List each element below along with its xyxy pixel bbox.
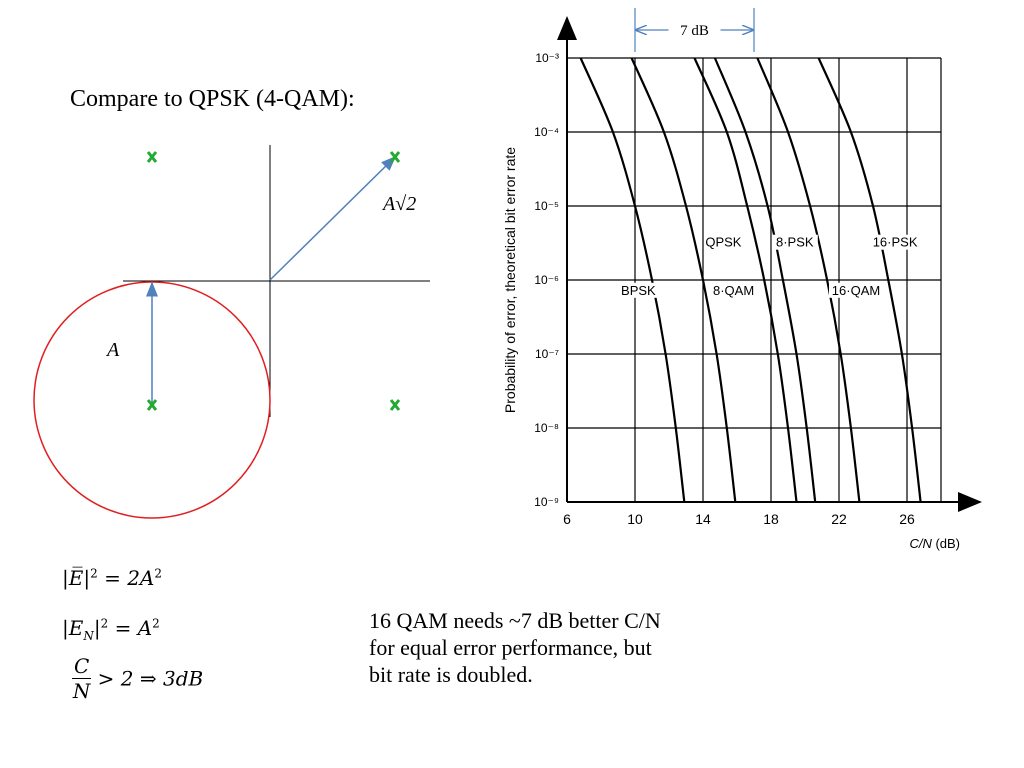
series-line-8-psk [713, 57, 817, 503]
eq2-exp: 2 [100, 616, 109, 631]
y-tick-label: 10⁻⁸ [534, 421, 559, 435]
eq2-sub: N [83, 629, 94, 643]
constellation-point [146, 151, 158, 163]
x-axis-label: C/N (dB) [909, 536, 960, 551]
constellation-point [389, 151, 401, 163]
x-tick-label: 26 [899, 511, 915, 527]
series-line-16-qam [756, 57, 861, 503]
series-label: BPSK [621, 283, 656, 298]
eq1-exp: 2 [90, 566, 98, 581]
series-label: 16·QAM [832, 283, 880, 298]
x-tick-label: 18 [763, 511, 779, 527]
caption: 16 QAM needs ~7 dB better C/N for equal … [369, 607, 729, 688]
series-label-bg [868, 234, 923, 250]
series-line-bpsk [579, 57, 686, 503]
series-line-qpsk [630, 57, 737, 503]
series-line-8-qam [693, 57, 798, 503]
eq2-rhs-exp: 2 [152, 616, 160, 631]
series-label-bg [771, 234, 818, 250]
series-label: 8·PSK [776, 235, 814, 250]
label-A-sqrt2: A√2 [381, 193, 416, 215]
equation-signal-energy: |E̅|2 = 2A2 [62, 566, 162, 590]
eq3-numerator: C [72, 654, 92, 679]
caption-line: for equal error performance, but [369, 635, 652, 660]
eq2-lhs: |E [62, 616, 84, 640]
y-axis-label: Probability of error, theoretical bit er… [502, 147, 518, 413]
annotation-label: 7 dB [680, 23, 709, 39]
series-label-bg [619, 282, 658, 298]
slide-title: Compare to QPSK (4-QAM): [70, 86, 355, 112]
series-label: QPSK [705, 235, 741, 250]
series-label-bg [829, 282, 883, 298]
series-label: 16·PSK [873, 235, 918, 250]
series-label: 8·QAM [713, 283, 754, 298]
x-tick-label: 6 [563, 511, 571, 527]
y-tick-label: 10⁻⁷ [535, 347, 559, 361]
y-tick-label: 10⁻⁹ [534, 495, 559, 509]
eq3-denominator: N [72, 679, 91, 703]
amplitude-arrow-A-sqrt2 [269, 155, 397, 281]
constellation-point [389, 399, 401, 411]
eq3-rhs: > 2 ⇒ 3dB [97, 666, 204, 691]
series-label-bg [704, 234, 743, 250]
y-tick-label: 10⁻⁴ [534, 125, 559, 139]
eq1-lhs: |E̅| [62, 566, 91, 590]
equation-noise-energy: |EN|2 = A2 [62, 616, 160, 643]
y-tick-label: 10⁻⁶ [534, 273, 559, 287]
constellation-point [146, 399, 158, 411]
label-A: A [105, 339, 120, 361]
eq2-rhs: = A [114, 616, 153, 640]
eq1-rhs: = 2A [104, 566, 155, 590]
y-tick-label: 10⁻³ [535, 51, 559, 65]
caption-line: bit rate is doubled. [369, 662, 533, 687]
y-tick-label: 10⁻⁵ [534, 199, 559, 213]
x-tick-label: 10 [627, 511, 643, 527]
eq1-rhs-exp: 2 [154, 566, 163, 581]
x-tick-label: 22 [831, 511, 847, 527]
x-tick-label: 14 [695, 511, 711, 527]
series-label-bg [710, 282, 757, 298]
caption-line: 16 QAM needs ~7 dB better C/N [369, 608, 661, 633]
equation-cn-ratio: C N > 2 ⇒ 3dB [72, 654, 203, 703]
series-line-16-psk [817, 57, 922, 503]
